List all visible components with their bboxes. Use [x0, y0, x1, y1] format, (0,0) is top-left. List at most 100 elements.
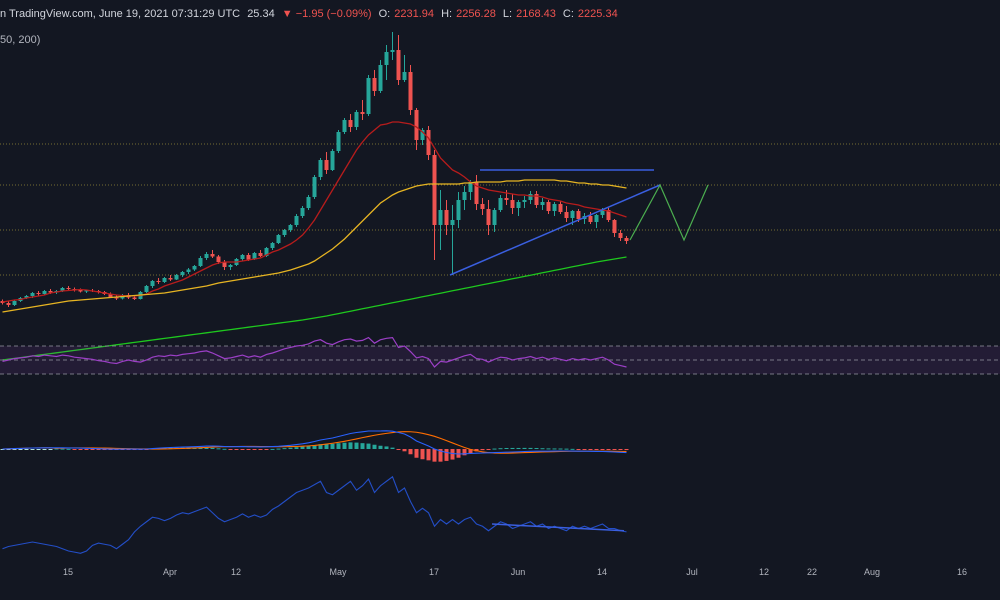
- macd-histogram-bar: [624, 449, 629, 451]
- macd-histogram-bar: [30, 449, 35, 450]
- candle-body: [60, 288, 65, 291]
- candle-body: [258, 253, 263, 256]
- macd-histogram-bar: [228, 449, 233, 450]
- candle-body: [78, 290, 83, 292]
- x-tick-label: May: [329, 567, 347, 577]
- macd-histogram-bar: [234, 449, 239, 450]
- candle-body: [576, 211, 581, 219]
- macd-histogram-bar: [516, 447, 521, 449]
- macd-histogram-bar: [390, 447, 395, 449]
- x-tick-label: 12: [759, 567, 769, 577]
- candle-body: [552, 204, 557, 211]
- macd-histogram-bar: [24, 449, 29, 450]
- macd-histogram-bar: [6, 449, 11, 450]
- candle-body: [504, 198, 509, 200]
- macd-histogram-bar: [546, 448, 551, 450]
- candle-body: [618, 233, 623, 238]
- candle-body: [474, 182, 479, 204]
- candle-body: [180, 272, 185, 275]
- candle-body: [174, 275, 179, 280]
- candle-body: [624, 238, 629, 241]
- candle-body: [360, 112, 365, 114]
- macd-histogram-bar: [336, 443, 341, 449]
- chart-header: n TradingView.com, June 19, 2021 07:31:2…: [0, 6, 622, 22]
- candle-body: [348, 120, 353, 127]
- price-panel: [0, 32, 1000, 361]
- candle-body: [240, 255, 245, 259]
- macd-histogram-bar: [222, 448, 227, 450]
- candle-body: [528, 194, 533, 200]
- macd-histogram-bar: [456, 449, 461, 458]
- candle-body: [48, 291, 53, 293]
- candle-body: [492, 210, 497, 225]
- candle-body: [342, 120, 347, 132]
- macd-histogram-bar: [288, 447, 293, 449]
- candle-body: [252, 253, 257, 260]
- candle-body: [144, 286, 149, 292]
- x-tick-label: Jun: [511, 567, 526, 577]
- macd-histogram-bar: [444, 449, 449, 461]
- candle-body: [414, 110, 419, 140]
- macd-histogram-bar: [276, 448, 281, 450]
- macd-histogram-bar: [480, 449, 485, 451]
- ma-short-line: [2, 121, 627, 303]
- macd-histogram-bar: [558, 448, 563, 450]
- indicator-label: 50, 200): [0, 34, 41, 46]
- candle-body: [558, 204, 563, 212]
- candle-body: [612, 220, 617, 233]
- close-value: 2225.34: [577, 8, 618, 20]
- candle-body: [66, 288, 71, 289]
- candle-body: [318, 160, 323, 177]
- candle-body: [270, 243, 275, 248]
- low-value: 2168.43: [516, 8, 556, 20]
- candle-body: [210, 254, 215, 257]
- candle-body: [600, 210, 605, 215]
- macd-histogram-bar: [468, 449, 473, 454]
- macd-histogram-bar: [528, 447, 533, 449]
- x-tick-label: Jul: [686, 567, 698, 577]
- x-tick-label: 22: [807, 567, 817, 577]
- candle-body: [426, 130, 431, 155]
- candle-body: [114, 297, 119, 299]
- macd-histogram-bar: [504, 448, 509, 449]
- candle-body: [300, 208, 305, 216]
- candle-body: [162, 278, 167, 282]
- candle-body: [132, 297, 137, 299]
- candle-body: [432, 155, 437, 225]
- candle-body: [480, 204, 485, 209]
- candle-body: [522, 200, 527, 202]
- candle-body: [42, 291, 47, 294]
- macd-histogram-bar: [348, 442, 353, 449]
- candle-body: [384, 52, 389, 65]
- divergence-trend-line: [491, 523, 625, 532]
- macd-histogram-bar: [462, 449, 467, 456]
- macd-histogram-bar: [324, 443, 329, 449]
- candle-body: [396, 50, 401, 80]
- candle-body: [192, 266, 197, 270]
- candle-body: [276, 235, 281, 243]
- macd-histogram-bar: [204, 447, 209, 449]
- candle-body: [264, 248, 269, 256]
- x-tick-label: 17: [429, 567, 439, 577]
- macd-histogram-bar: [60, 448, 65, 450]
- macd-histogram-bar: [360, 443, 365, 449]
- macd-histogram-bar: [486, 449, 491, 450]
- candle-body: [324, 160, 329, 170]
- candle-body: [540, 202, 545, 205]
- macd-histogram-bar: [414, 449, 419, 458]
- candle-body: [330, 151, 335, 170]
- candle-body: [564, 212, 569, 218]
- macd-histogram-bar: [366, 443, 371, 449]
- last-price: 25.34: [247, 8, 275, 20]
- macd-histogram-bar: [210, 447, 215, 449]
- macd-histogram-bar: [378, 445, 383, 449]
- macd-histogram-bar: [258, 449, 263, 450]
- chart-source-text: n TradingView.com, June 19, 2021 07:31:2…: [0, 8, 241, 20]
- macd-histogram-bar: [432, 449, 437, 462]
- candle-body: [228, 265, 233, 267]
- macd-histogram-bar: [282, 448, 287, 450]
- macd-histogram-bar: [570, 448, 575, 450]
- macd-histogram-bar: [522, 447, 527, 449]
- macd-histogram-bar: [78, 449, 83, 450]
